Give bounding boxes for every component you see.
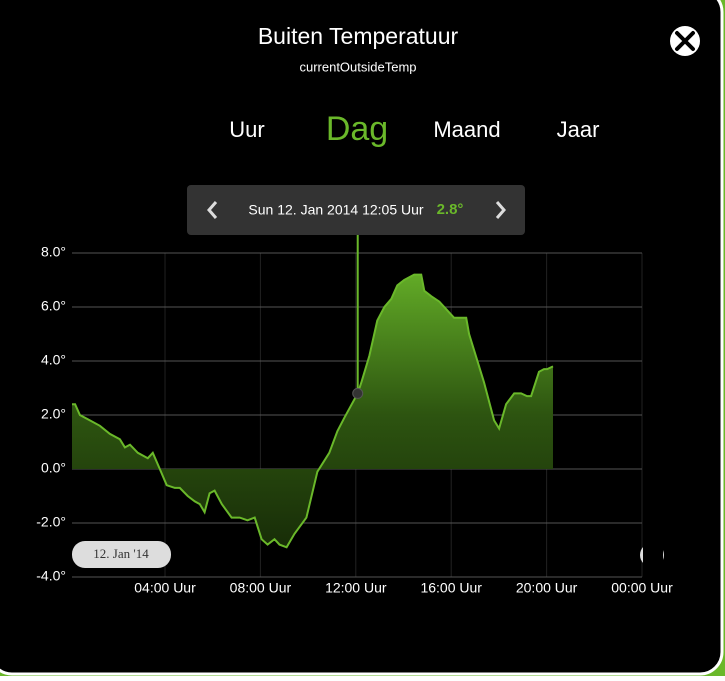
date-badge[interactable] [72,541,171,568]
tooltip-time: Sun 12. Jan 2014 12:05 Uur [248,202,423,218]
tooltip-box [187,185,525,235]
x-tick-label: 08:00 Uur [230,580,292,596]
subtitle: currentOutsideTemp [299,59,416,74]
x-tick-label: 04:00 Uur [134,580,196,596]
plot: 04:00 Uur 08:00 Uur 12:00 Uur 16:00 Uur 20:0… [36,235,673,596]
tabs: Uur Dag Maand Jaar [229,110,599,148]
y-tick-label: 4.0° [41,352,66,368]
x-tick-label: 20:00 Uur [516,580,578,596]
tab[interactable]: Dag [326,110,388,148]
tab[interactable]: Jaar [557,117,600,142]
y-tick-label: 6.0° [41,298,66,314]
date-badge-label: 12. Jan '14 [93,546,149,561]
y-tick-label: 8.0° [41,244,66,260]
close-button[interactable] [670,26,700,56]
area [72,274,553,548]
tooltip-value: 2.8° [437,201,464,218]
tab[interactable]: Uur [229,117,264,142]
prev-button[interactable] [207,201,218,219]
hover-marker [352,387,364,399]
line [72,273,554,549]
x-tick-label: 12:00 Uur [325,580,387,596]
x-tick-label: 16:00 Uur [420,580,482,596]
y-tick-label: -2.0° [36,514,66,530]
next-button[interactable] [495,201,506,219]
title: Buiten Temperatuur [258,23,459,49]
x-tick-label: 00:00 Uur [611,580,673,596]
y-tick-label: 2.0° [41,406,66,422]
tab[interactable]: Maand [433,117,500,142]
scroll-mask [643,540,663,570]
y-tick-label: 0.0° [41,460,66,476]
y-tick-label: -4.0° [36,568,66,584]
